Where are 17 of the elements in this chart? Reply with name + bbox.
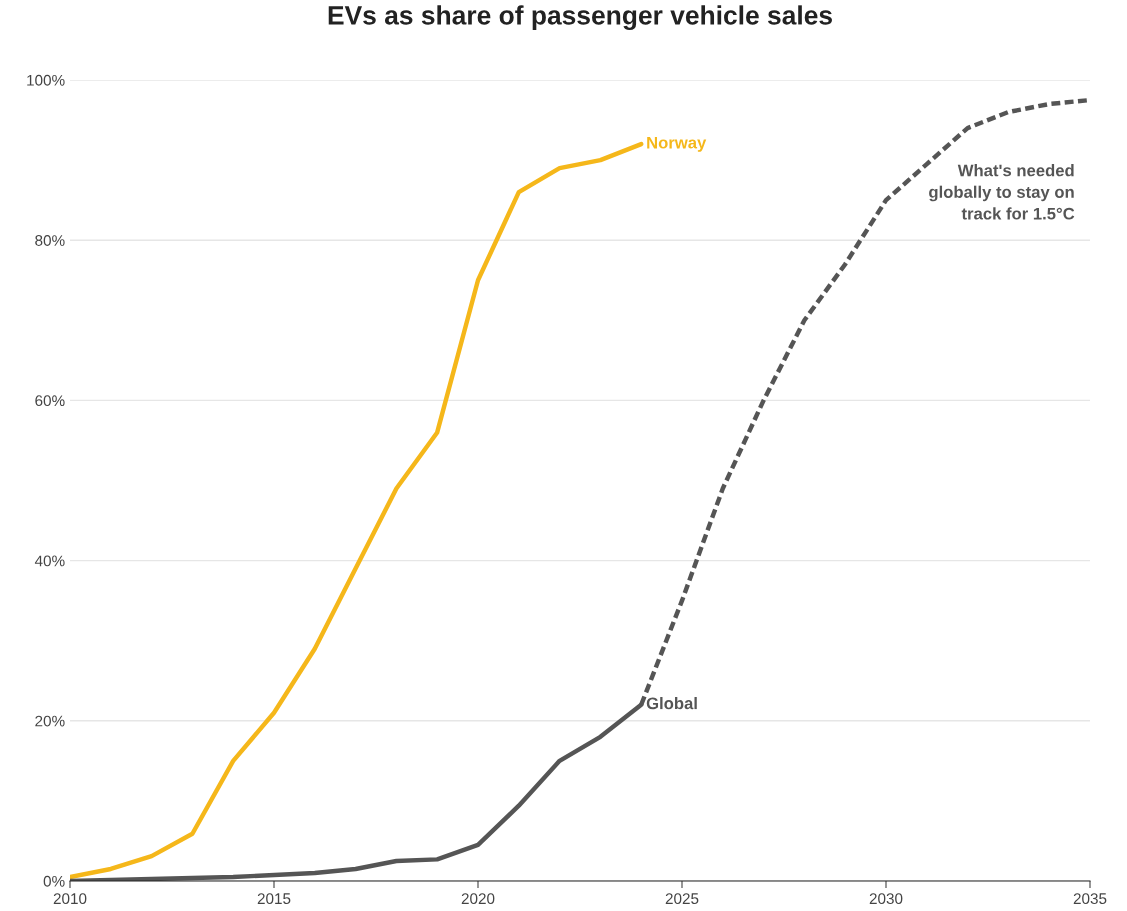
x-tick-label: 2035 — [1073, 893, 1107, 905]
line-series — [70, 141, 644, 880]
y-tick-label: 60% — [35, 395, 65, 407]
y-tick-label: 0% — [43, 875, 65, 887]
x-tick-label: 2025 — [665, 893, 699, 905]
x-tick-label: 2010 — [53, 893, 87, 905]
x-tick-label: 2020 — [461, 893, 495, 905]
series-label: Norway — [647, 136, 707, 152]
chart-title: EVs as share of passenger vehicle sales — [328, 5, 832, 31]
x-tick-label: 2015 — [257, 893, 291, 905]
y-tick-label: 20% — [35, 715, 65, 727]
x-tick-label: 2030 — [869, 893, 903, 905]
y-tick-label: 80% — [35, 235, 65, 246]
series-label: Global — [646, 697, 697, 710]
y-tick-label: 100% — [27, 74, 65, 86]
y-tick-label: 40% — [34, 555, 65, 567]
annotation: What's needed globally to stay on track for 1.5°C — [929, 164, 1075, 220]
